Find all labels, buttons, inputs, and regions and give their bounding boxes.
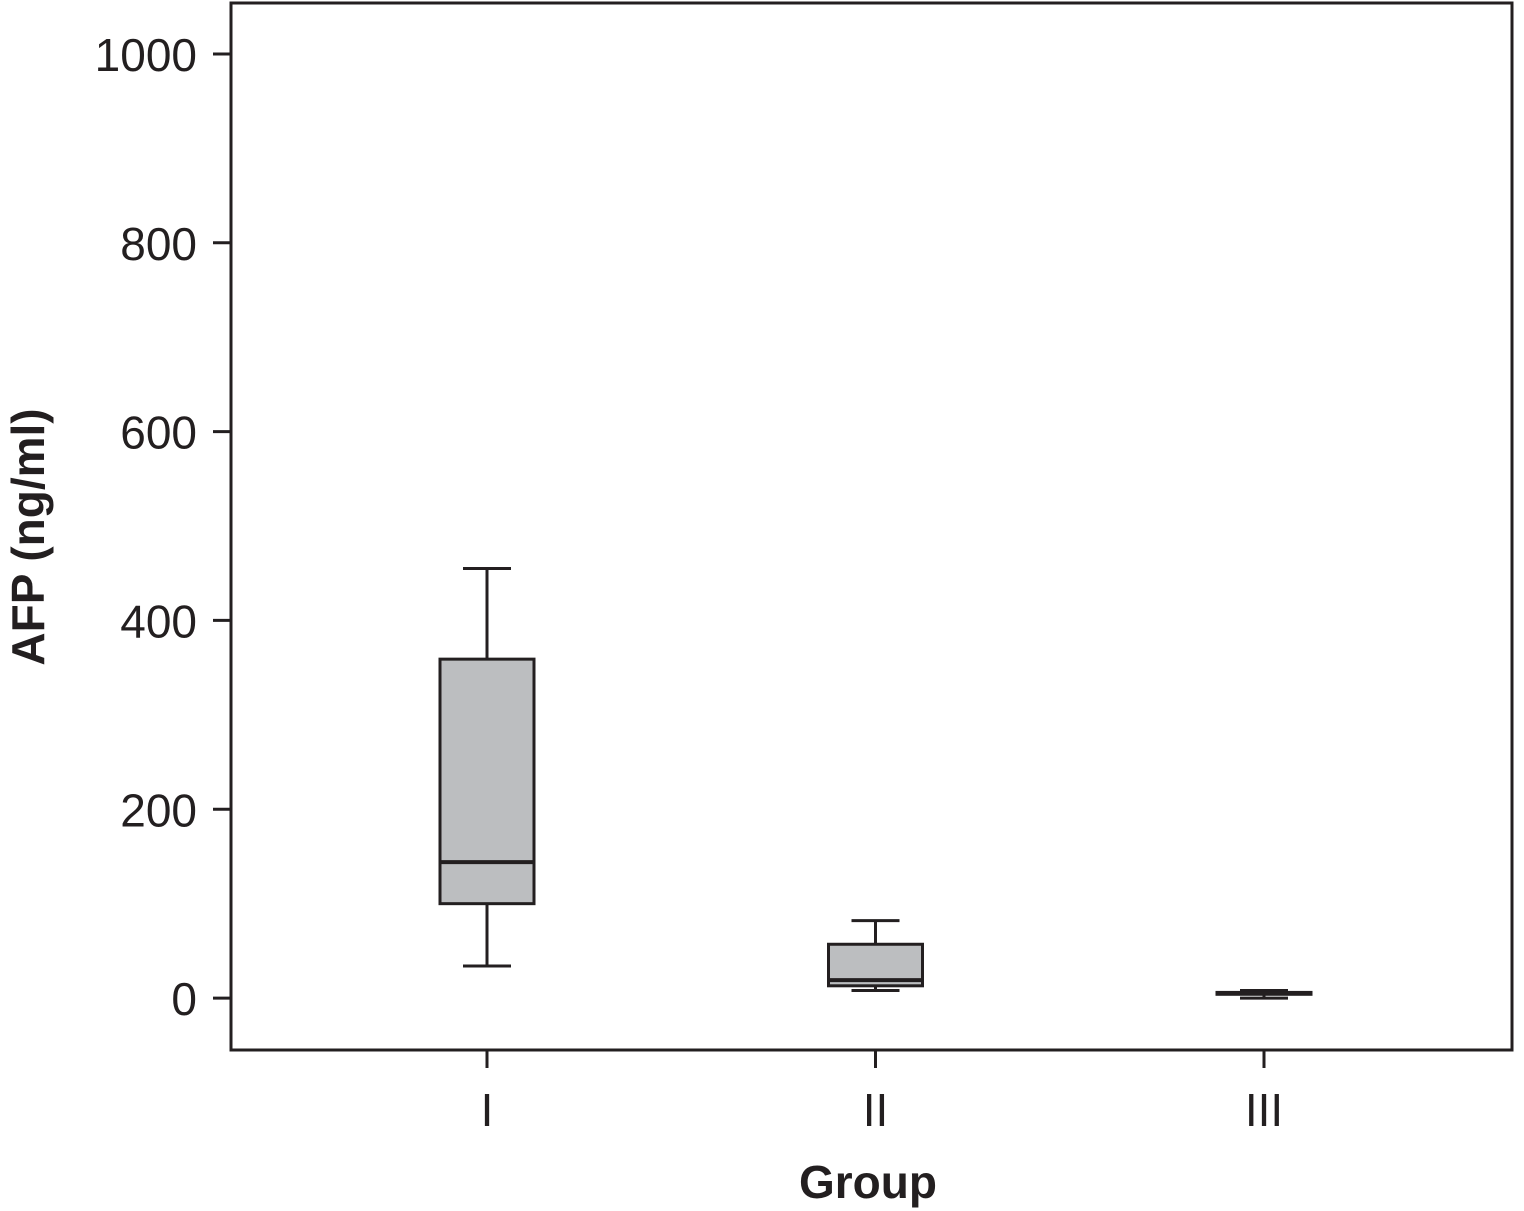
y-tick-label: 200 <box>120 784 197 836</box>
y-tick-label: 800 <box>120 218 197 270</box>
x-tick-label: III <box>1245 1084 1283 1136</box>
box-group-II <box>827 919 924 993</box>
box <box>438 657 536 906</box>
y-tick-label: 0 <box>171 973 197 1025</box>
plot-frame <box>229 1 1514 1052</box>
x-tick-label: II <box>863 1084 889 1136</box>
y-tick-label: 400 <box>120 595 197 647</box>
box-group-I <box>438 567 536 968</box>
y-tick-label: 1000 <box>95 29 197 81</box>
y-axis-label: AFP (ng/ml) <box>2 408 54 665</box>
y-tick-label: 600 <box>120 407 197 459</box>
x-tick-label: I <box>481 1084 494 1136</box>
x-axis-label: Group <box>799 1156 937 1208</box>
box-group-III <box>1215 989 1313 1000</box>
